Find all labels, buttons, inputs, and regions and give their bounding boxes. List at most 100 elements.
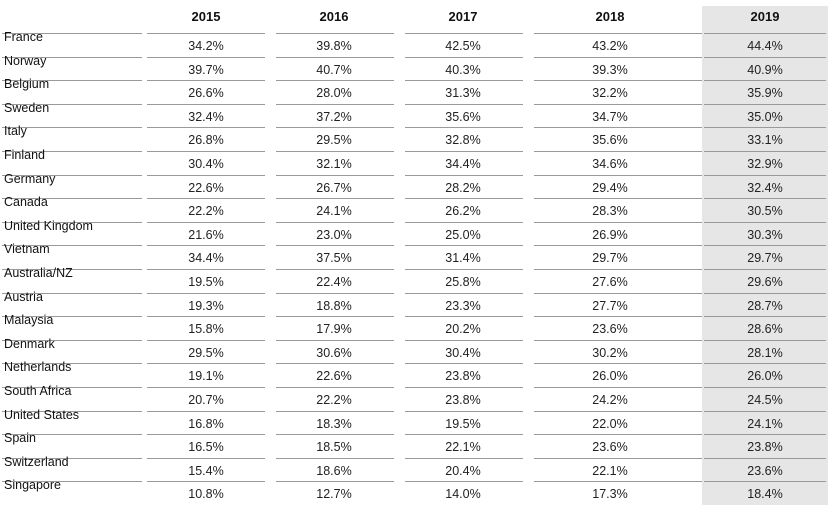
row-divider xyxy=(405,174,523,176)
row-label: Denmark xyxy=(4,336,55,351)
cell-2016: 26.7% xyxy=(316,180,352,195)
row-label: Norway xyxy=(4,53,47,68)
table-row: France 34.2% 39.8% 42.5% 43.2% 44.4% xyxy=(0,30,833,57)
cell-2016: 32.1% xyxy=(316,157,352,171)
row-divider xyxy=(534,198,702,200)
row-divider xyxy=(704,457,826,459)
row-divider xyxy=(147,292,265,294)
cell-2016: 30.6% xyxy=(316,345,352,360)
row-label: South Africa xyxy=(4,384,72,398)
row-divider xyxy=(405,127,523,129)
row-divider xyxy=(147,269,265,270)
cell-2016: 17.9% xyxy=(316,322,352,337)
row-divider xyxy=(2,292,142,294)
row-divider xyxy=(276,198,394,200)
cell-2015: 21.6% xyxy=(188,227,224,242)
cell-2019: 40.9% xyxy=(747,62,783,77)
row-divider xyxy=(276,80,394,82)
row-divider xyxy=(2,434,142,436)
cell-2015: 29.5% xyxy=(188,345,224,360)
cell-2016: 22.6% xyxy=(316,369,352,384)
row-divider xyxy=(147,339,265,341)
row-divider xyxy=(405,56,523,58)
cell-2016: 40.7% xyxy=(316,62,352,77)
row-divider xyxy=(704,269,826,270)
row-divider xyxy=(147,245,265,247)
cell-2018: 35.6% xyxy=(592,133,628,148)
row-divider xyxy=(276,457,394,459)
row-divider xyxy=(534,363,702,365)
row-divider xyxy=(405,387,523,388)
row-divider xyxy=(405,410,523,412)
row-divider xyxy=(147,410,265,412)
cell-2017: 31.4% xyxy=(445,251,481,266)
cell-2019: 24.1% xyxy=(747,416,783,431)
cell-2018: 28.3% xyxy=(592,204,628,219)
cell-2016: 23.0% xyxy=(316,227,352,242)
cell-2016: 37.2% xyxy=(316,109,352,124)
row-divider xyxy=(405,80,523,82)
row-divider xyxy=(147,127,265,129)
row-divider xyxy=(704,292,826,294)
cell-2019: 29.6% xyxy=(747,275,783,289)
cell-2018: 43.2% xyxy=(592,39,628,53)
table-row: Denmark 29.5% 30.6% 30.4% 30.2% 28.1% xyxy=(0,336,833,364)
row-divider xyxy=(276,269,394,270)
cell-2016: 29.5% xyxy=(316,133,352,148)
row-divider xyxy=(534,434,702,436)
row-divider xyxy=(704,174,826,176)
row-divider xyxy=(147,457,265,459)
cell-2017: 19.5% xyxy=(445,416,481,431)
row-divider xyxy=(534,56,702,58)
row-divider xyxy=(704,56,826,58)
row-divider xyxy=(534,221,702,223)
cell-2017: 34.4% xyxy=(445,157,481,171)
table-row: Norway 39.7% 40.7% 40.3% 39.3% 40.9% xyxy=(0,53,833,81)
row-label: United States xyxy=(4,407,80,422)
row-label: Germany xyxy=(4,171,56,186)
row-divider xyxy=(405,292,523,294)
table-row: Belgium 26.6% 28.0% 31.3% 32.2% 35.9% xyxy=(0,77,833,104)
cell-2018: 29.4% xyxy=(592,180,628,195)
row-divider xyxy=(534,339,702,341)
row-divider xyxy=(704,387,826,388)
cell-2017: 23.8% xyxy=(445,393,481,407)
cell-2017: 25.8% xyxy=(445,275,481,289)
cell-2017: 20.4% xyxy=(445,463,481,478)
row-divider xyxy=(276,387,394,388)
cell-2018: 39.3% xyxy=(592,62,628,77)
row-divider xyxy=(704,103,826,105)
cell-2015: 16.5% xyxy=(188,440,224,455)
row-divider xyxy=(534,457,702,459)
row-divider xyxy=(2,221,142,223)
row-divider xyxy=(276,363,394,365)
cell-2018: 23.6% xyxy=(592,440,628,455)
row-divider xyxy=(276,410,394,412)
row-divider xyxy=(534,103,702,105)
cell-2016: 12.7% xyxy=(316,487,352,502)
table-row: Canada 22.2% 24.1% 26.2% 28.3% 30.5% xyxy=(0,195,833,222)
row-divider xyxy=(276,127,394,129)
table-row: Spain 16.5% 18.5% 22.1% 23.6% 23.8% xyxy=(0,431,833,458)
cell-2018: 34.6% xyxy=(592,157,628,171)
column-header-2015: 2015 xyxy=(191,9,221,24)
row-divider xyxy=(276,481,394,483)
cell-2017: 30.4% xyxy=(445,345,481,360)
cell-2018: 32.2% xyxy=(592,86,628,101)
row-divider xyxy=(405,269,523,270)
cell-2019: 30.3% xyxy=(747,227,783,242)
row-label: Canada xyxy=(4,195,48,210)
cell-2019: 35.9% xyxy=(747,86,783,101)
row-label: Belgium xyxy=(4,77,50,92)
table-row: United Kingdom 21.6% 23.0% 25.0% 26.9% 30.3% xyxy=(0,219,833,246)
cell-2016: 37.5% xyxy=(316,251,352,266)
cell-2019: 28.7% xyxy=(747,298,783,313)
table-row: Netherlands 19.1% 22.6% 23.8% 26.0% 26.0% xyxy=(0,360,833,387)
cell-2018: 23.6% xyxy=(592,322,628,337)
cell-2016: 28.0% xyxy=(316,86,352,101)
row-divider xyxy=(2,481,142,483)
cell-2018: 26.0% xyxy=(592,369,628,384)
cell-2019: 44.4% xyxy=(747,39,783,53)
row-divider xyxy=(2,410,142,412)
table-row: Switzerland 15.4% 18.6% 20.4% 22.1% 23.6% xyxy=(0,455,833,482)
